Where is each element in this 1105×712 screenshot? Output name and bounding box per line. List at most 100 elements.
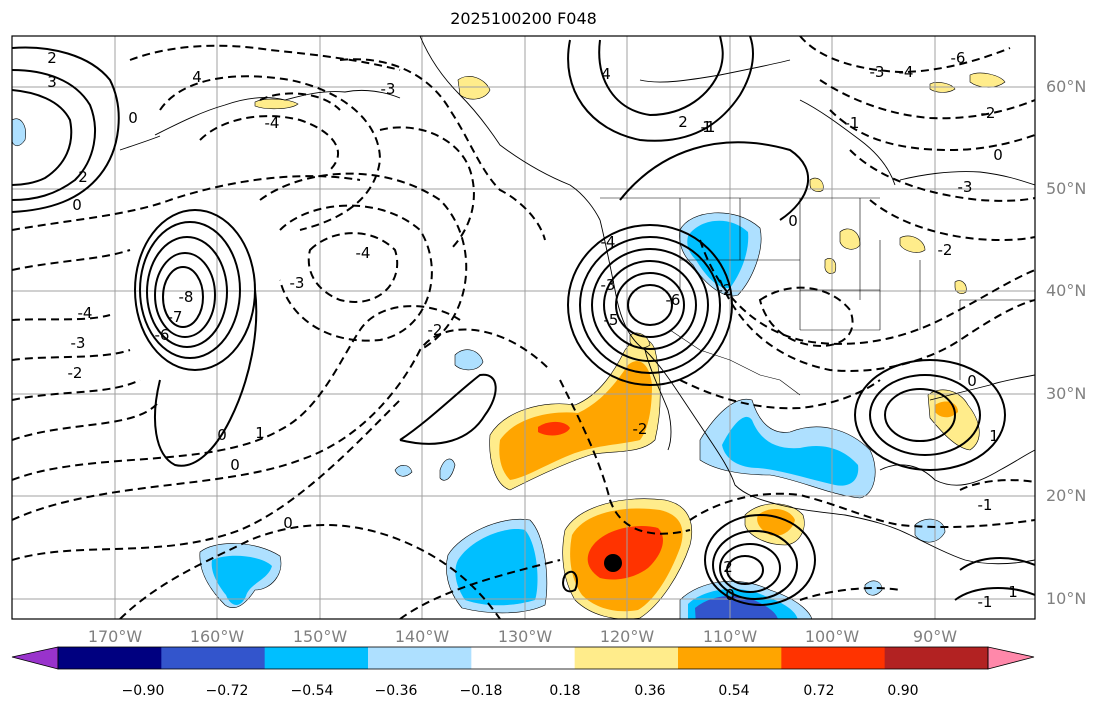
contour-label: -4 [899, 63, 914, 81]
contour-label: -5 [604, 311, 619, 329]
contour-label: -6 [666, 291, 681, 309]
shade-light-yellow [809, 177, 824, 192]
colorbar-tick-label: 0.72 [803, 683, 835, 699]
contour-label: 0 [993, 146, 1003, 164]
colorbar-segment [264, 647, 369, 669]
contour-label: -1 [845, 114, 860, 132]
lon-label: 120°W [599, 627, 655, 646]
contour-label: -1 [701, 118, 716, 136]
contour-label: 0 [788, 212, 798, 230]
contour-label: -2 [981, 104, 996, 122]
colorbar-segment [471, 647, 576, 669]
shade-blue [455, 529, 538, 606]
colorbar-extend-low [11, 646, 59, 670]
contour-label: -6 [155, 326, 170, 344]
shade-light-yellow [824, 258, 837, 274]
colorbar-segment [574, 647, 679, 669]
contour-label: 0 [283, 514, 293, 532]
contour-label: 0 [217, 426, 227, 444]
contour-label: 2 [723, 558, 733, 576]
contour-label: -1 [978, 496, 993, 514]
shade-blue [722, 416, 859, 486]
colorbar-frame [57, 646, 989, 670]
contour-labels: 2 3 4 0 0 2 -4 -3 -2 -8 -7 -6 -3 -4 -2 0… [47, 49, 1018, 611]
lon-label: 140°W [394, 627, 450, 646]
colorbar-tick-label: 0.18 [549, 683, 581, 699]
shade-light-blue [864, 580, 883, 596]
contour-label: 4 [601, 65, 611, 83]
colorbar-tick-label: −0.54 [290, 683, 334, 699]
shade-light-yellow [954, 280, 967, 294]
shade-light-blue [394, 465, 413, 477]
shade-light-yellow [969, 72, 1006, 88]
contour-label: -3 [381, 80, 396, 98]
contour-label: 2 [78, 168, 88, 186]
lon-label: 100°W [804, 627, 860, 646]
contours-dashed [12, 36, 1035, 619]
colorbar-segment [161, 647, 266, 669]
shade-orange [499, 361, 652, 480]
contour-label: -3 [71, 334, 86, 352]
colorbar-extend-high [987, 646, 1035, 670]
colorbar-segments [58, 647, 989, 669]
colorbar [11, 646, 1035, 670]
contour-label: -4 [356, 244, 371, 262]
map-panel: 2 3 4 0 0 2 -4 -3 -2 -8 -7 -6 -3 -4 -2 0… [11, 35, 1036, 620]
contour-label: -3 [870, 63, 885, 81]
colorbar-segment [884, 647, 989, 669]
lat-label: 50°N [1046, 179, 1087, 198]
shade-mid-blue [695, 595, 778, 619]
contour-label: 4 [192, 68, 202, 86]
shade-light-blue [439, 458, 456, 481]
colorbar-segment [781, 647, 886, 669]
shade-light-yellow [899, 235, 926, 253]
contour-label: -2 [938, 241, 953, 259]
shade-light-yellow [457, 76, 491, 100]
shaded-fields [12, 72, 1006, 619]
lon-label: 110°W [702, 627, 758, 646]
colorbar-tick-label: −0.36 [374, 683, 418, 699]
lat-label: 30°N [1046, 384, 1087, 403]
colorbar-segment [678, 647, 782, 669]
contour-label: 0 [72, 196, 82, 214]
lat-label: 20°N [1046, 486, 1087, 505]
lat-label: 40°N [1046, 281, 1087, 300]
colorbar-tick-label: −0.18 [459, 683, 503, 699]
contour-label: -4 [265, 114, 280, 132]
shade-light-blue [12, 118, 26, 147]
colorbar-tick-label: 0.54 [718, 683, 750, 699]
shade-blue [211, 555, 272, 605]
shade-light-blue [914, 518, 946, 543]
contour-label: -8 [179, 288, 194, 306]
lon-label: 170°W [87, 627, 143, 646]
lon-label: 130°W [497, 627, 553, 646]
colorbar-tick-label: −0.90 [121, 683, 165, 699]
colorbar-segment [368, 647, 472, 669]
colorbar-tick-label: 0.90 [887, 683, 919, 699]
contour-label: -3 [290, 274, 305, 292]
storm-center-marker [604, 554, 622, 572]
contour-label: 0 [725, 586, 735, 604]
contour-label: 0 [967, 372, 977, 390]
contour-label: -2 [633, 420, 648, 438]
contour-label: 1 [989, 427, 999, 445]
contour-label: -4 [601, 233, 616, 251]
contour-label: 2 [678, 113, 688, 131]
coastlines [119, 36, 1035, 565]
contour-label: -7 [168, 308, 183, 326]
shade-light-yellow [839, 228, 861, 250]
contour-label: 2 [47, 49, 57, 67]
colorbar-segment [58, 647, 162, 669]
contour-label: 1 [1008, 583, 1018, 601]
contour-label: -3 [958, 178, 973, 196]
map-frame [11, 35, 1036, 620]
lon-label: 160°W [189, 627, 245, 646]
contour-label: -2 [718, 281, 733, 299]
contour-label: -1 [978, 593, 993, 611]
contour-label: -2 [68, 364, 83, 382]
contour-label: 0 [128, 109, 138, 127]
map-title: 2025100200 F048 [450, 9, 597, 28]
shade-red-orange [538, 421, 570, 436]
contour-label: -6 [951, 49, 966, 67]
lat-label: 60°N [1046, 77, 1087, 96]
